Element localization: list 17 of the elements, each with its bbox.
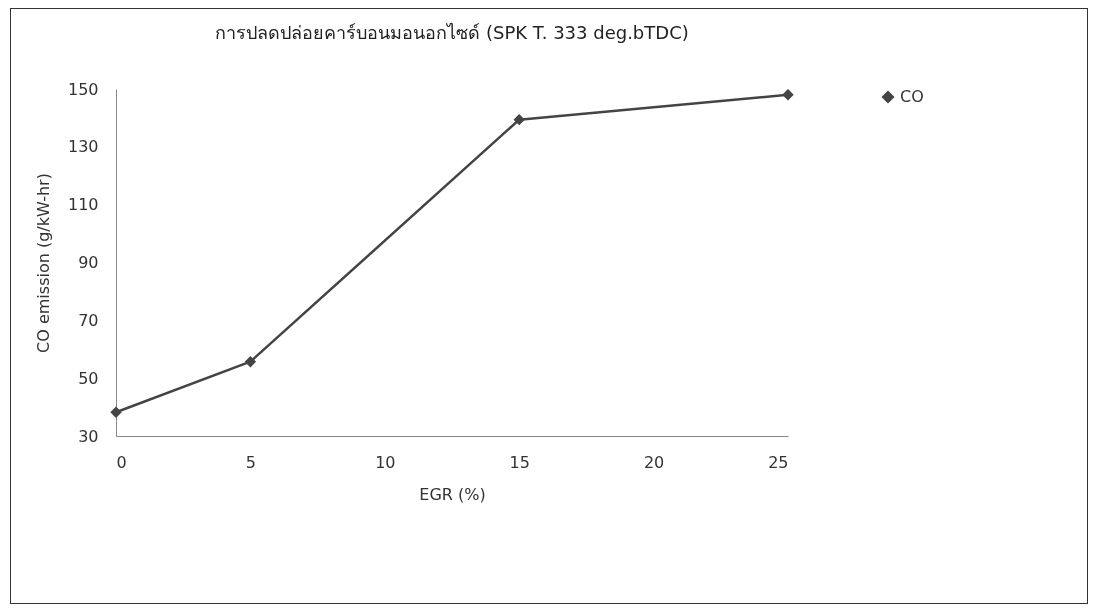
y-tick-label: 130 (67, 137, 99, 157)
x-axis-title: EGR (%) (419, 484, 486, 504)
y-tick-label: 150 (67, 79, 99, 99)
x-tick-label: 25 (768, 452, 789, 472)
x-tick-label: 10 (375, 452, 396, 472)
legend-label: CO (900, 87, 924, 106)
y-tick-label: 50 (78, 368, 99, 388)
y-tick-label: 90 (78, 253, 99, 272)
y-tick-label: 30 (78, 426, 99, 446)
y-tick-label: 110 (67, 195, 99, 215)
x-tick-label: 15 (509, 452, 530, 472)
x-tick-label: 0 (116, 452, 127, 472)
x-tick-label: 20 (643, 452, 665, 472)
x-tick-label: 5 (245, 452, 256, 472)
y-tick-label: 70 (78, 310, 99, 330)
y-axis-title: CO emission (g/kW-hr) (33, 173, 53, 353)
chart-title: การปลดปล่อยคาร์บอนมอนอกไซด์ (SPK T. 333 deg.bTDC) (215, 22, 689, 43)
